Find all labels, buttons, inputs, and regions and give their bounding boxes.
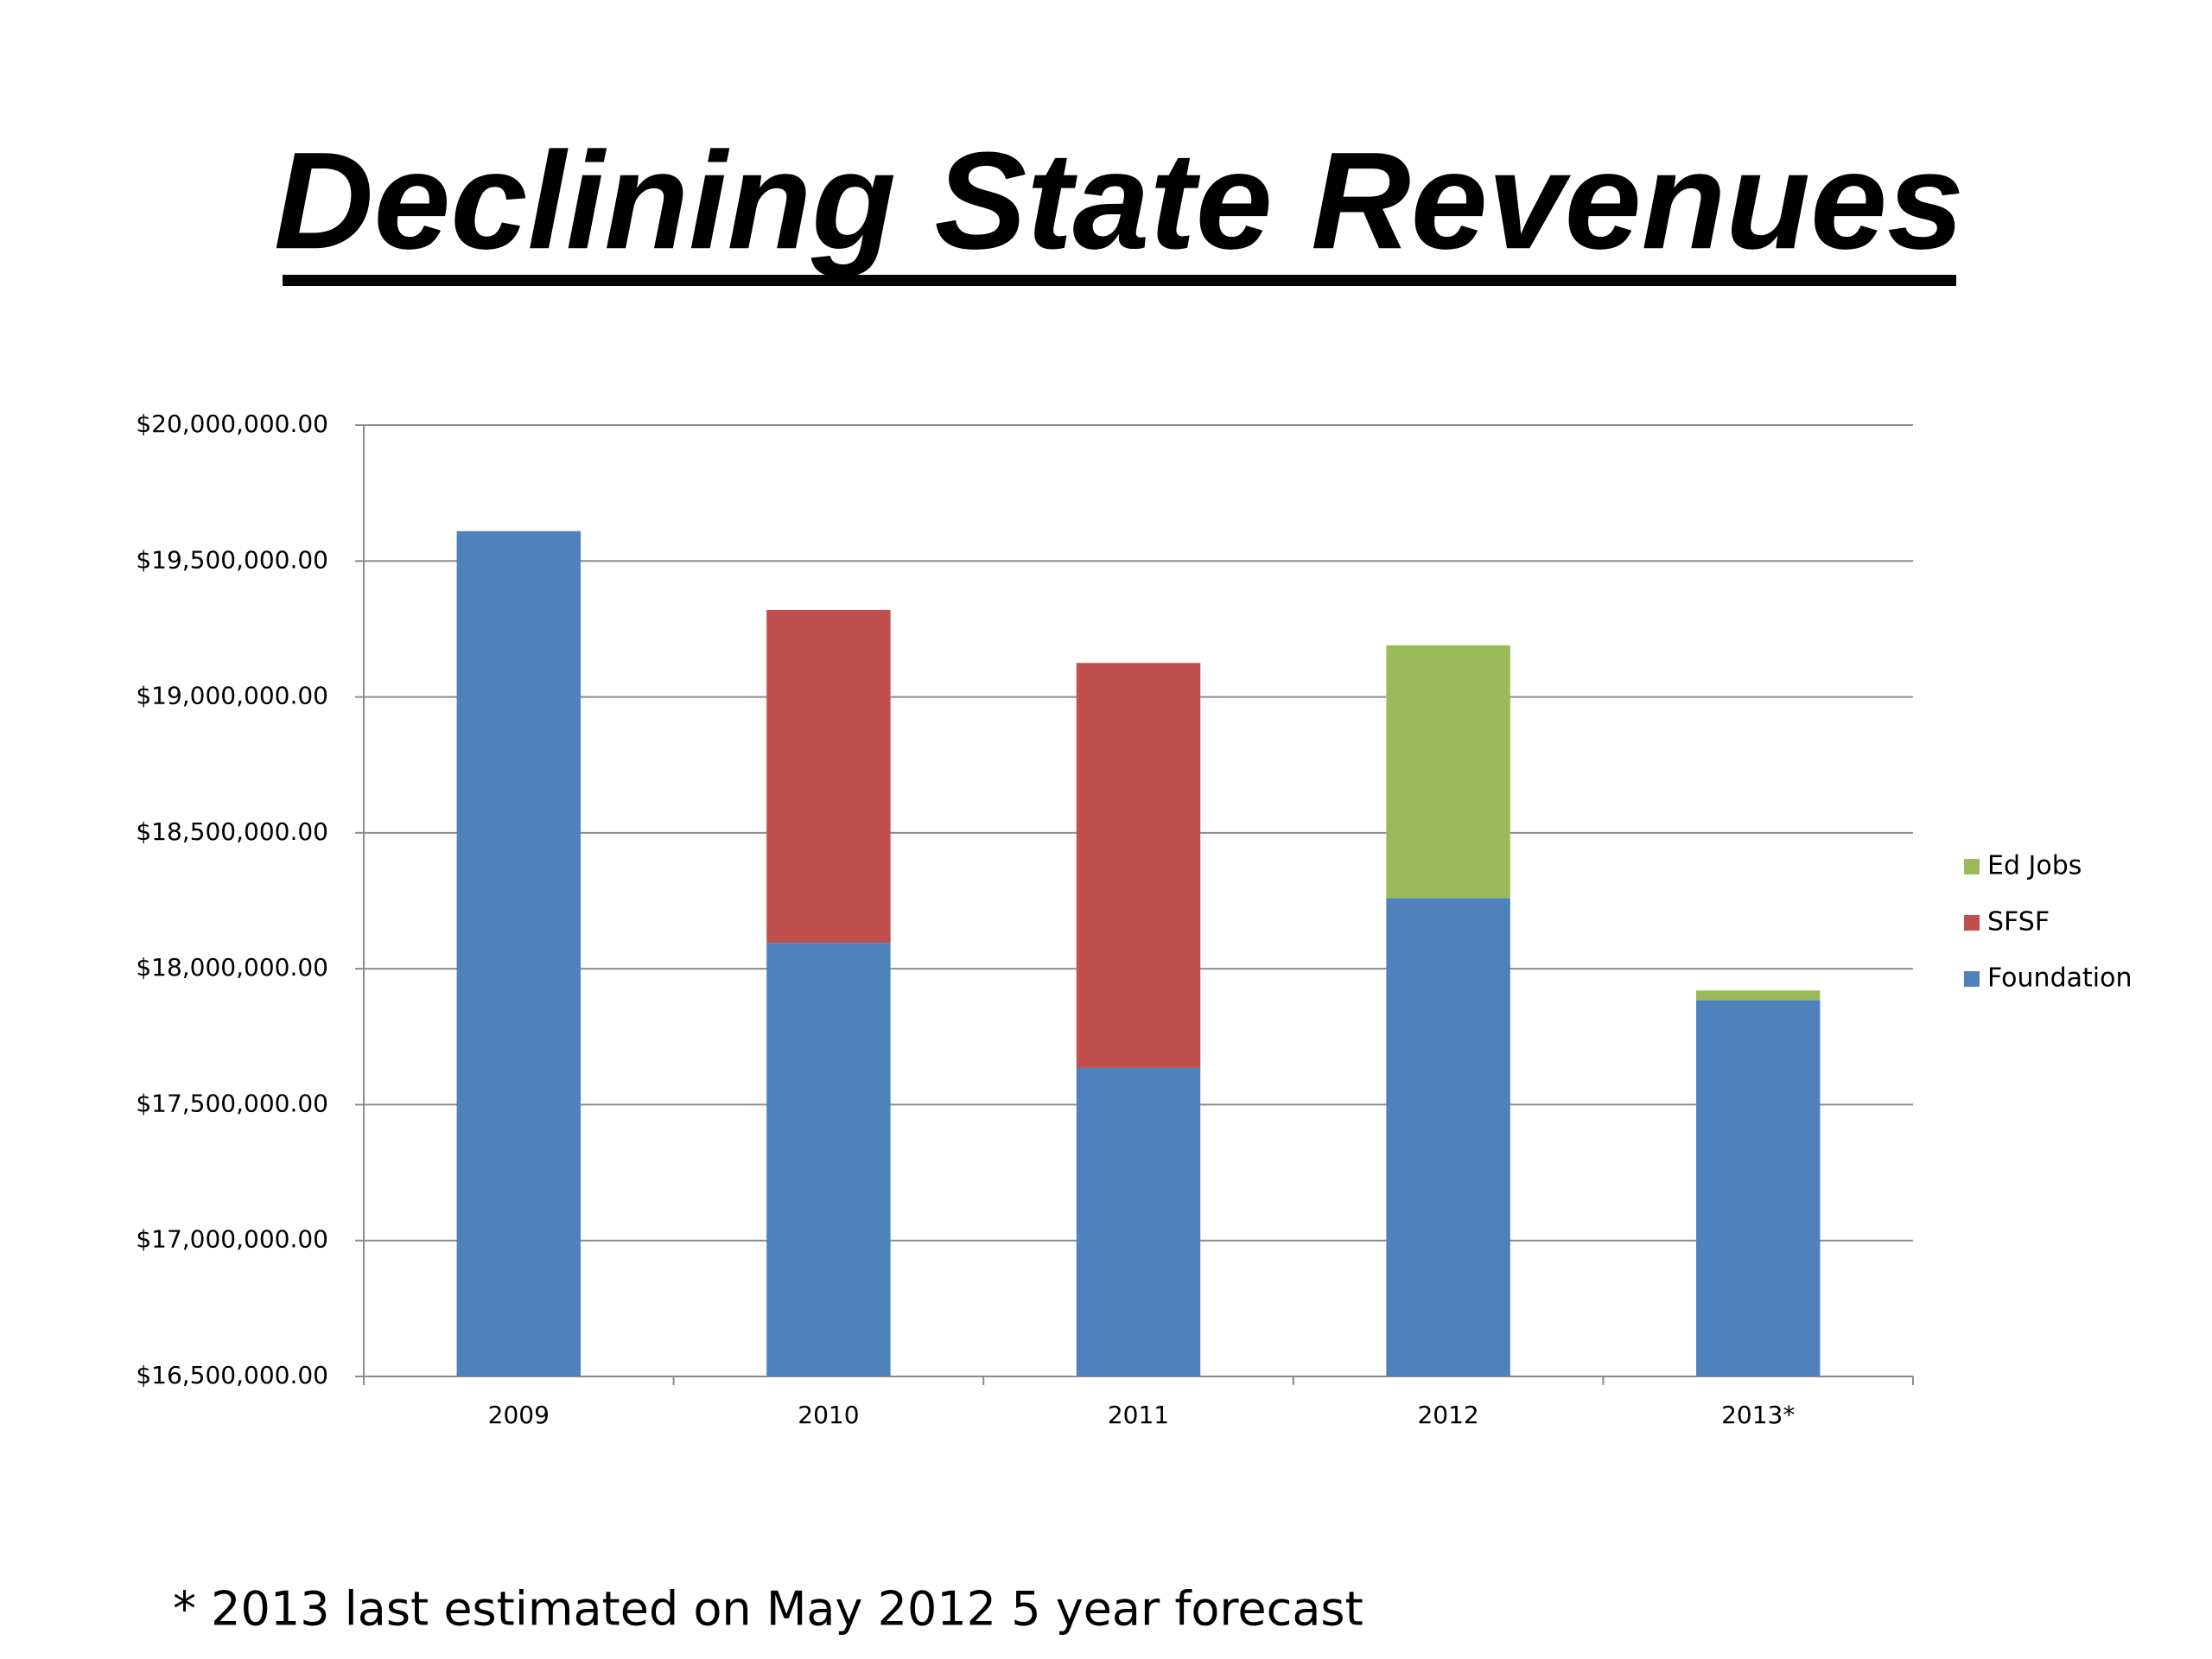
- y-tick-label: $18,000,000.00: [136, 953, 328, 982]
- legend-swatch: [1964, 859, 1980, 874]
- bar-segment: [1695, 1000, 1821, 1376]
- legend-label: Ed Jobs: [1987, 851, 2082, 881]
- y-tick-label: $17,500,000.00: [136, 1089, 328, 1117]
- bar-segment: [1695, 990, 1821, 1001]
- y-tick-label: $18,500,000.00: [136, 817, 328, 846]
- y-tick-label: $20,000,000.00: [136, 410, 328, 438]
- footnote: * 2013 last estimated on May 2012 5 year…: [173, 1582, 1363, 1637]
- chart-title: Declining State Revenues: [274, 123, 1964, 277]
- bar-segment: [1076, 1067, 1201, 1376]
- legend-label: SFSF: [1987, 907, 2050, 938]
- y-tick-label: $17,000,000.00: [136, 1225, 328, 1254]
- bar-segment: [766, 943, 891, 1376]
- bar-segment: [1386, 645, 1510, 899]
- x-tick-label: 2009: [488, 1401, 550, 1429]
- title-underline: [283, 275, 1956, 286]
- legend-swatch: [1964, 971, 1980, 987]
- y-tick-label: $19,500,000.00: [136, 545, 328, 574]
- x-tick-label: 2010: [798, 1401, 859, 1429]
- bar-segment: [1076, 663, 1201, 1068]
- bar-segment: [1386, 898, 1510, 1376]
- legend-swatch: [1964, 915, 1980, 931]
- y-tick-label: $16,500,000.00: [136, 1361, 328, 1389]
- x-tick-label: 2013*: [1721, 1401, 1795, 1429]
- bar-segment: [766, 609, 891, 944]
- x-tick-label: 2012: [1417, 1401, 1478, 1429]
- legend-label: Foundation: [1987, 963, 2132, 994]
- x-tick-label: 2011: [1108, 1401, 1169, 1429]
- bar-segment: [456, 531, 582, 1376]
- y-tick-label: $19,000,000.00: [136, 682, 328, 710]
